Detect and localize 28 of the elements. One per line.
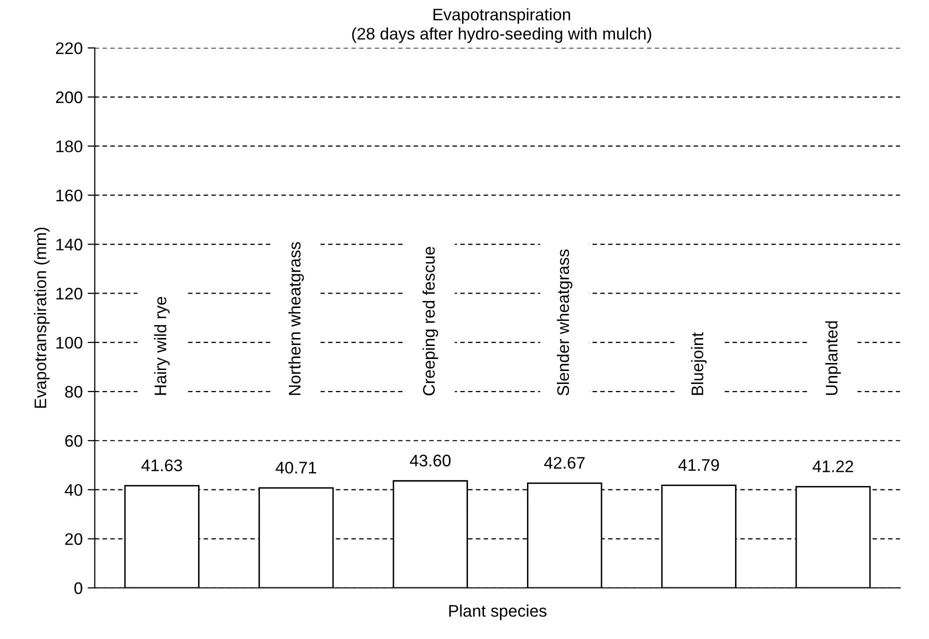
y-axis-title: Evapotranspiration (mm) [34,228,50,408]
data-label: 41.79 [678,459,719,471]
data-label: 40.71 [276,462,316,474]
chart-subtitle: (28 days after hydro-seeding with mulch) [352,27,652,43]
x-tick-label: Slender wheatgrass [556,249,572,396]
y-tick-label: 160 [56,190,82,202]
x-tick-label: Bluejoint [691,332,707,395]
x-tick-label: Unplanted [825,321,841,395]
y-tick-label: 180 [56,140,82,152]
data-label: 43.60 [410,454,451,466]
x-tick-label: Creeping red fescue [422,246,438,396]
data-label: 42.67 [544,456,585,469]
y-tick-label: 120 [56,288,82,300]
data-label: 41.22 [812,460,854,472]
x-tick-label: Hairy wild rye [154,296,170,395]
x-axis-title: Plant species [449,604,546,620]
y-tick-label: 0 [74,582,82,594]
data-label: 41.63 [141,460,182,472]
y-tick-label: 200 [56,91,82,104]
y-tick-label: 20 [65,533,82,545]
chart-title: Evapotranspiration [434,8,570,24]
y-tick-label: 40 [64,484,82,496]
y-tick-label: 100 [56,336,82,349]
y-tick-label: 60 [65,435,82,447]
x-tick-label: Northern wheatgrass [288,242,304,395]
y-tick-label: 140 [56,238,82,250]
y-tick-label: 220 [56,42,82,54]
y-tick-label: 80 [65,386,82,398]
